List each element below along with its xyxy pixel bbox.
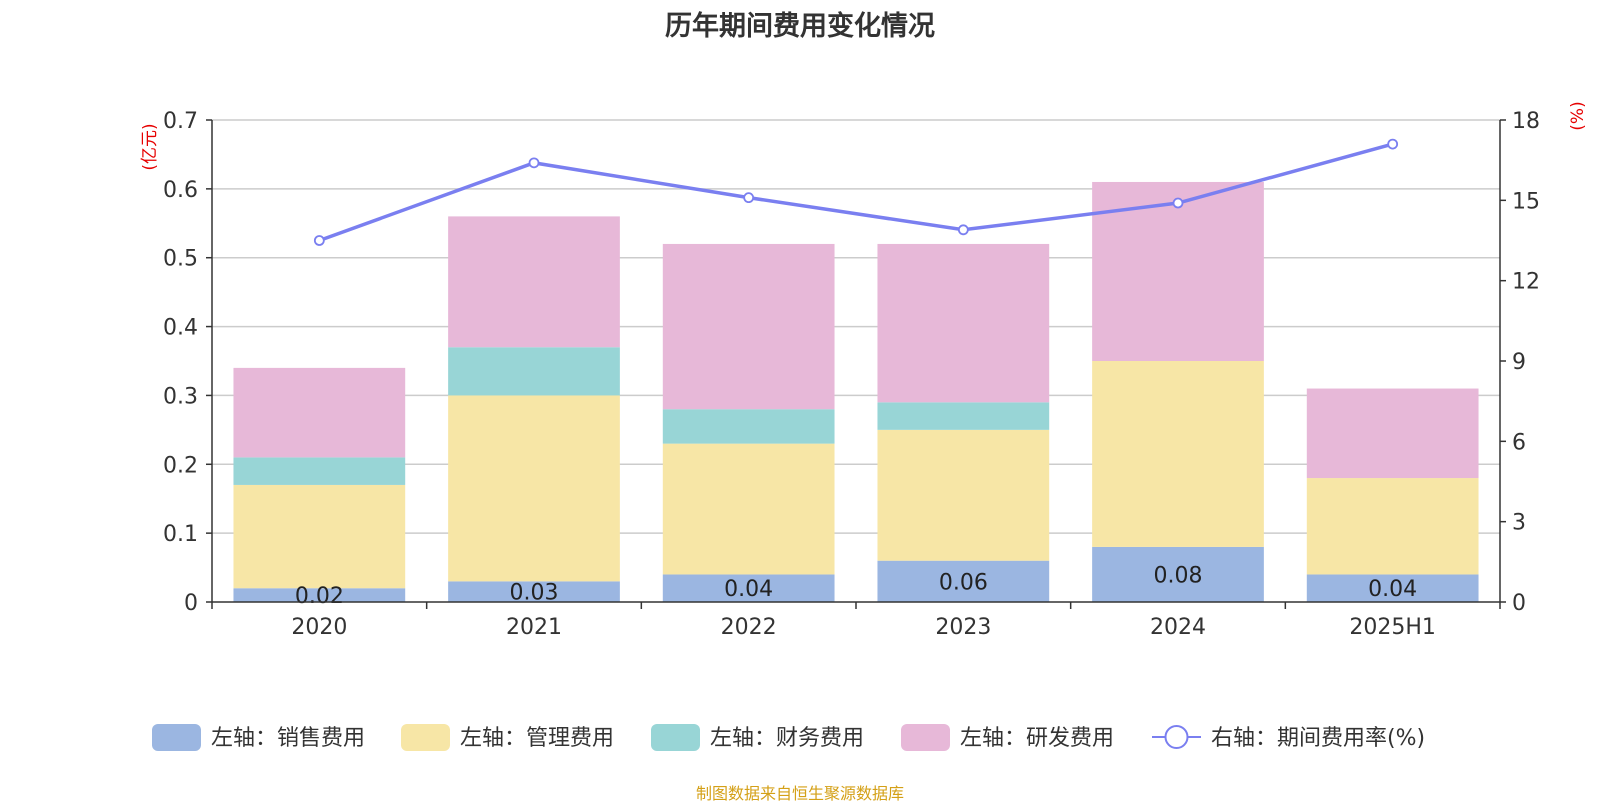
rate-point bbox=[1172, 197, 1184, 209]
bar-value-label: 0.08 bbox=[1154, 563, 1203, 588]
gridlines bbox=[212, 119, 1500, 534]
left-axis-tick-label: 0.3 bbox=[163, 384, 198, 409]
right-axis-tick-label: 6 bbox=[1512, 430, 1526, 455]
bar-segment-0 bbox=[662, 574, 835, 602]
rate-point bbox=[957, 224, 969, 236]
rate-line bbox=[318, 142, 1394, 243]
bar-value-labels: 0.02 0.03 0.04 0.06 0.080.04 bbox=[295, 563, 1417, 609]
left-axis-tick-label: 0.7 bbox=[163, 109, 198, 134]
right-axis-tick-label: 9 bbox=[1512, 350, 1526, 375]
bar-segment-0 bbox=[1306, 574, 1479, 602]
bar-segment-1 bbox=[662, 443, 835, 575]
left-axis-tick-label: 0 bbox=[184, 591, 198, 616]
x-axis-tick-label: 2022 bbox=[721, 615, 777, 640]
right-axis-tick-label: 18 bbox=[1512, 109, 1540, 134]
rate-line-series bbox=[313, 138, 1399, 246]
bar-segment-3 bbox=[448, 216, 620, 348]
right-axis-unit: (%) bbox=[1568, 101, 1588, 130]
bar-segment-1 bbox=[448, 395, 620, 582]
legend-swatch bbox=[401, 724, 450, 751]
bar-value-label: 0.02 bbox=[295, 584, 344, 609]
left-axis-unit: (亿元) bbox=[140, 123, 160, 170]
bar-segment-2 bbox=[448, 347, 620, 396]
bar-value-label: 0.04 bbox=[724, 577, 773, 602]
x-axis-tick-label: 2023 bbox=[935, 615, 991, 640]
legend-swatch bbox=[901, 724, 950, 751]
right-axis-tick-label: 0 bbox=[1512, 591, 1526, 616]
rate-point bbox=[743, 192, 755, 204]
right-axis-tick-label: 3 bbox=[1512, 511, 1526, 536]
source-note: 制图数据来自恒生聚源数据库 bbox=[695, 784, 904, 803]
bar-segment-1 bbox=[877, 429, 1050, 561]
left-axis-tick-label: 0.5 bbox=[163, 247, 198, 272]
legend-line-marker bbox=[1164, 725, 1189, 749]
rate-point bbox=[528, 157, 540, 169]
bar-segment-0 bbox=[1092, 546, 1264, 602]
legend: 左轴：销售费用 左轴：管理费用 左轴：财务费用 左轴：研发费用 右轴：期间费用率(%) bbox=[152, 724, 1425, 751]
stacked-bars bbox=[233, 181, 1479, 602]
bar-segment-0 bbox=[233, 588, 406, 602]
legend-label: 左轴：财务费用 bbox=[710, 726, 864, 751]
rate-point bbox=[313, 235, 325, 246]
legend-swatch bbox=[651, 724, 700, 751]
bar-segment-2 bbox=[662, 409, 835, 444]
bar-segment-3 bbox=[233, 367, 406, 458]
bar-segment-1 bbox=[1092, 361, 1264, 547]
bar-segment-1 bbox=[233, 484, 406, 589]
bar-value-label: 0.06 bbox=[939, 570, 988, 595]
left-axis-tick-label: 0.6 bbox=[163, 178, 198, 203]
bar-segment-3 bbox=[1306, 388, 1479, 479]
right-axis-tick-label: 12 bbox=[1512, 270, 1540, 295]
bar-segment-3 bbox=[877, 243, 1050, 403]
legend-swatch bbox=[152, 724, 201, 751]
bar-segment-3 bbox=[662, 243, 835, 410]
chart-title: 历年期间费用变化情况 bbox=[665, 11, 935, 42]
left-axis-tick-label: 0.1 bbox=[163, 522, 198, 547]
legend-label: 左轴：销售费用 bbox=[211, 726, 365, 751]
bar-value-label: 0.04 bbox=[1368, 577, 1417, 602]
legend-label: 左轴：管理费用 bbox=[460, 726, 614, 751]
bar-segment-0 bbox=[448, 581, 620, 602]
legend-label: 左轴：研发费用 bbox=[960, 726, 1114, 751]
bar-segment-2 bbox=[233, 457, 406, 485]
rate-point bbox=[1387, 138, 1399, 150]
right-axis-tick-label: 15 bbox=[1512, 189, 1540, 214]
axes: 0 0.1 0.2 0.3 0.4 0.5 0.6 0.7 0 3 6 9 12 15 18 2020 2021… bbox=[163, 109, 1540, 640]
bar-segment-0 bbox=[877, 560, 1050, 602]
left-axis-tick-label: 0.2 bbox=[163, 453, 198, 478]
x-axis-tick-label: 2021 bbox=[506, 615, 562, 640]
bar-segment-2 bbox=[877, 402, 1050, 430]
x-axis-tick-label: 2025H1 bbox=[1349, 615, 1436, 640]
left-axis-tick-label: 0.4 bbox=[163, 316, 198, 341]
x-axis-tick-label: 2020 bbox=[291, 615, 347, 640]
bar-segment-1 bbox=[1306, 478, 1479, 575]
x-axis-tick-label: 2024 bbox=[1150, 615, 1206, 640]
legend-label: 右轴：期间费用率(%) bbox=[1211, 726, 1425, 751]
